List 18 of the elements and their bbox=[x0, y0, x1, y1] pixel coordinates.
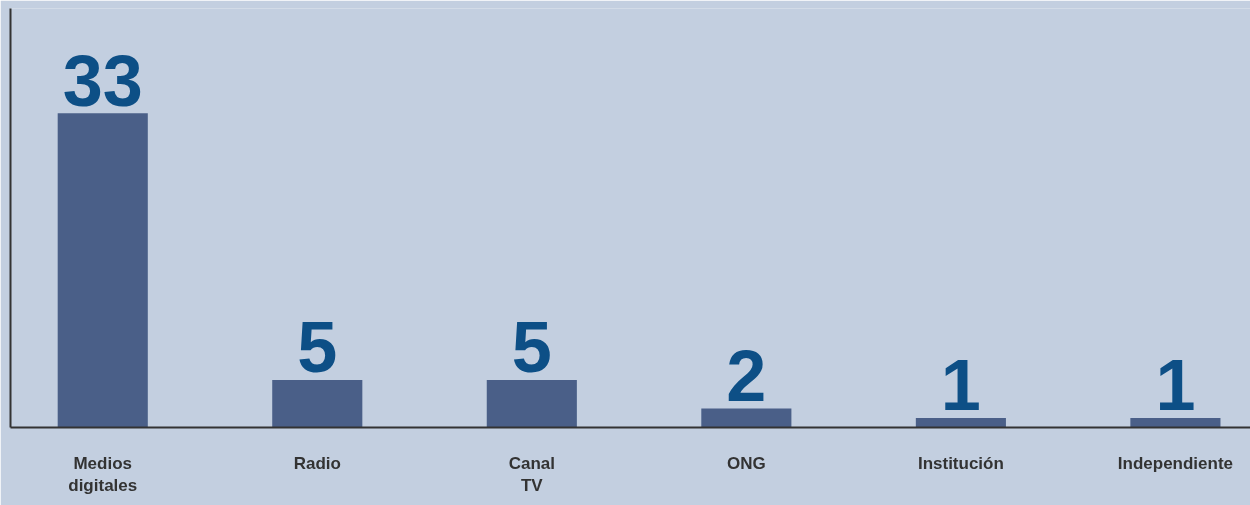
x-tick-label: ONG bbox=[726, 453, 766, 473]
bar bbox=[272, 379, 363, 428]
x-tick-label: Radio bbox=[293, 453, 341, 473]
x-tick-label: Independiente bbox=[1117, 453, 1234, 473]
bar bbox=[57, 113, 148, 428]
data-label: 33 bbox=[62, 40, 143, 121]
data-label: 2 bbox=[726, 335, 767, 416]
x-tick-label: Medios digitales bbox=[68, 453, 138, 496]
data-label: 5 bbox=[511, 307, 552, 388]
data-label: 1 bbox=[1155, 345, 1196, 426]
x-tick-label: Canal TV bbox=[508, 453, 555, 496]
bar bbox=[701, 408, 792, 428]
data-label: 5 bbox=[297, 307, 338, 388]
x-tick-label: Institución bbox=[917, 453, 1004, 473]
bar bbox=[1130, 417, 1221, 428]
data-label: 1 bbox=[940, 345, 981, 426]
bar bbox=[486, 379, 577, 428]
bar bbox=[915, 417, 1006, 428]
